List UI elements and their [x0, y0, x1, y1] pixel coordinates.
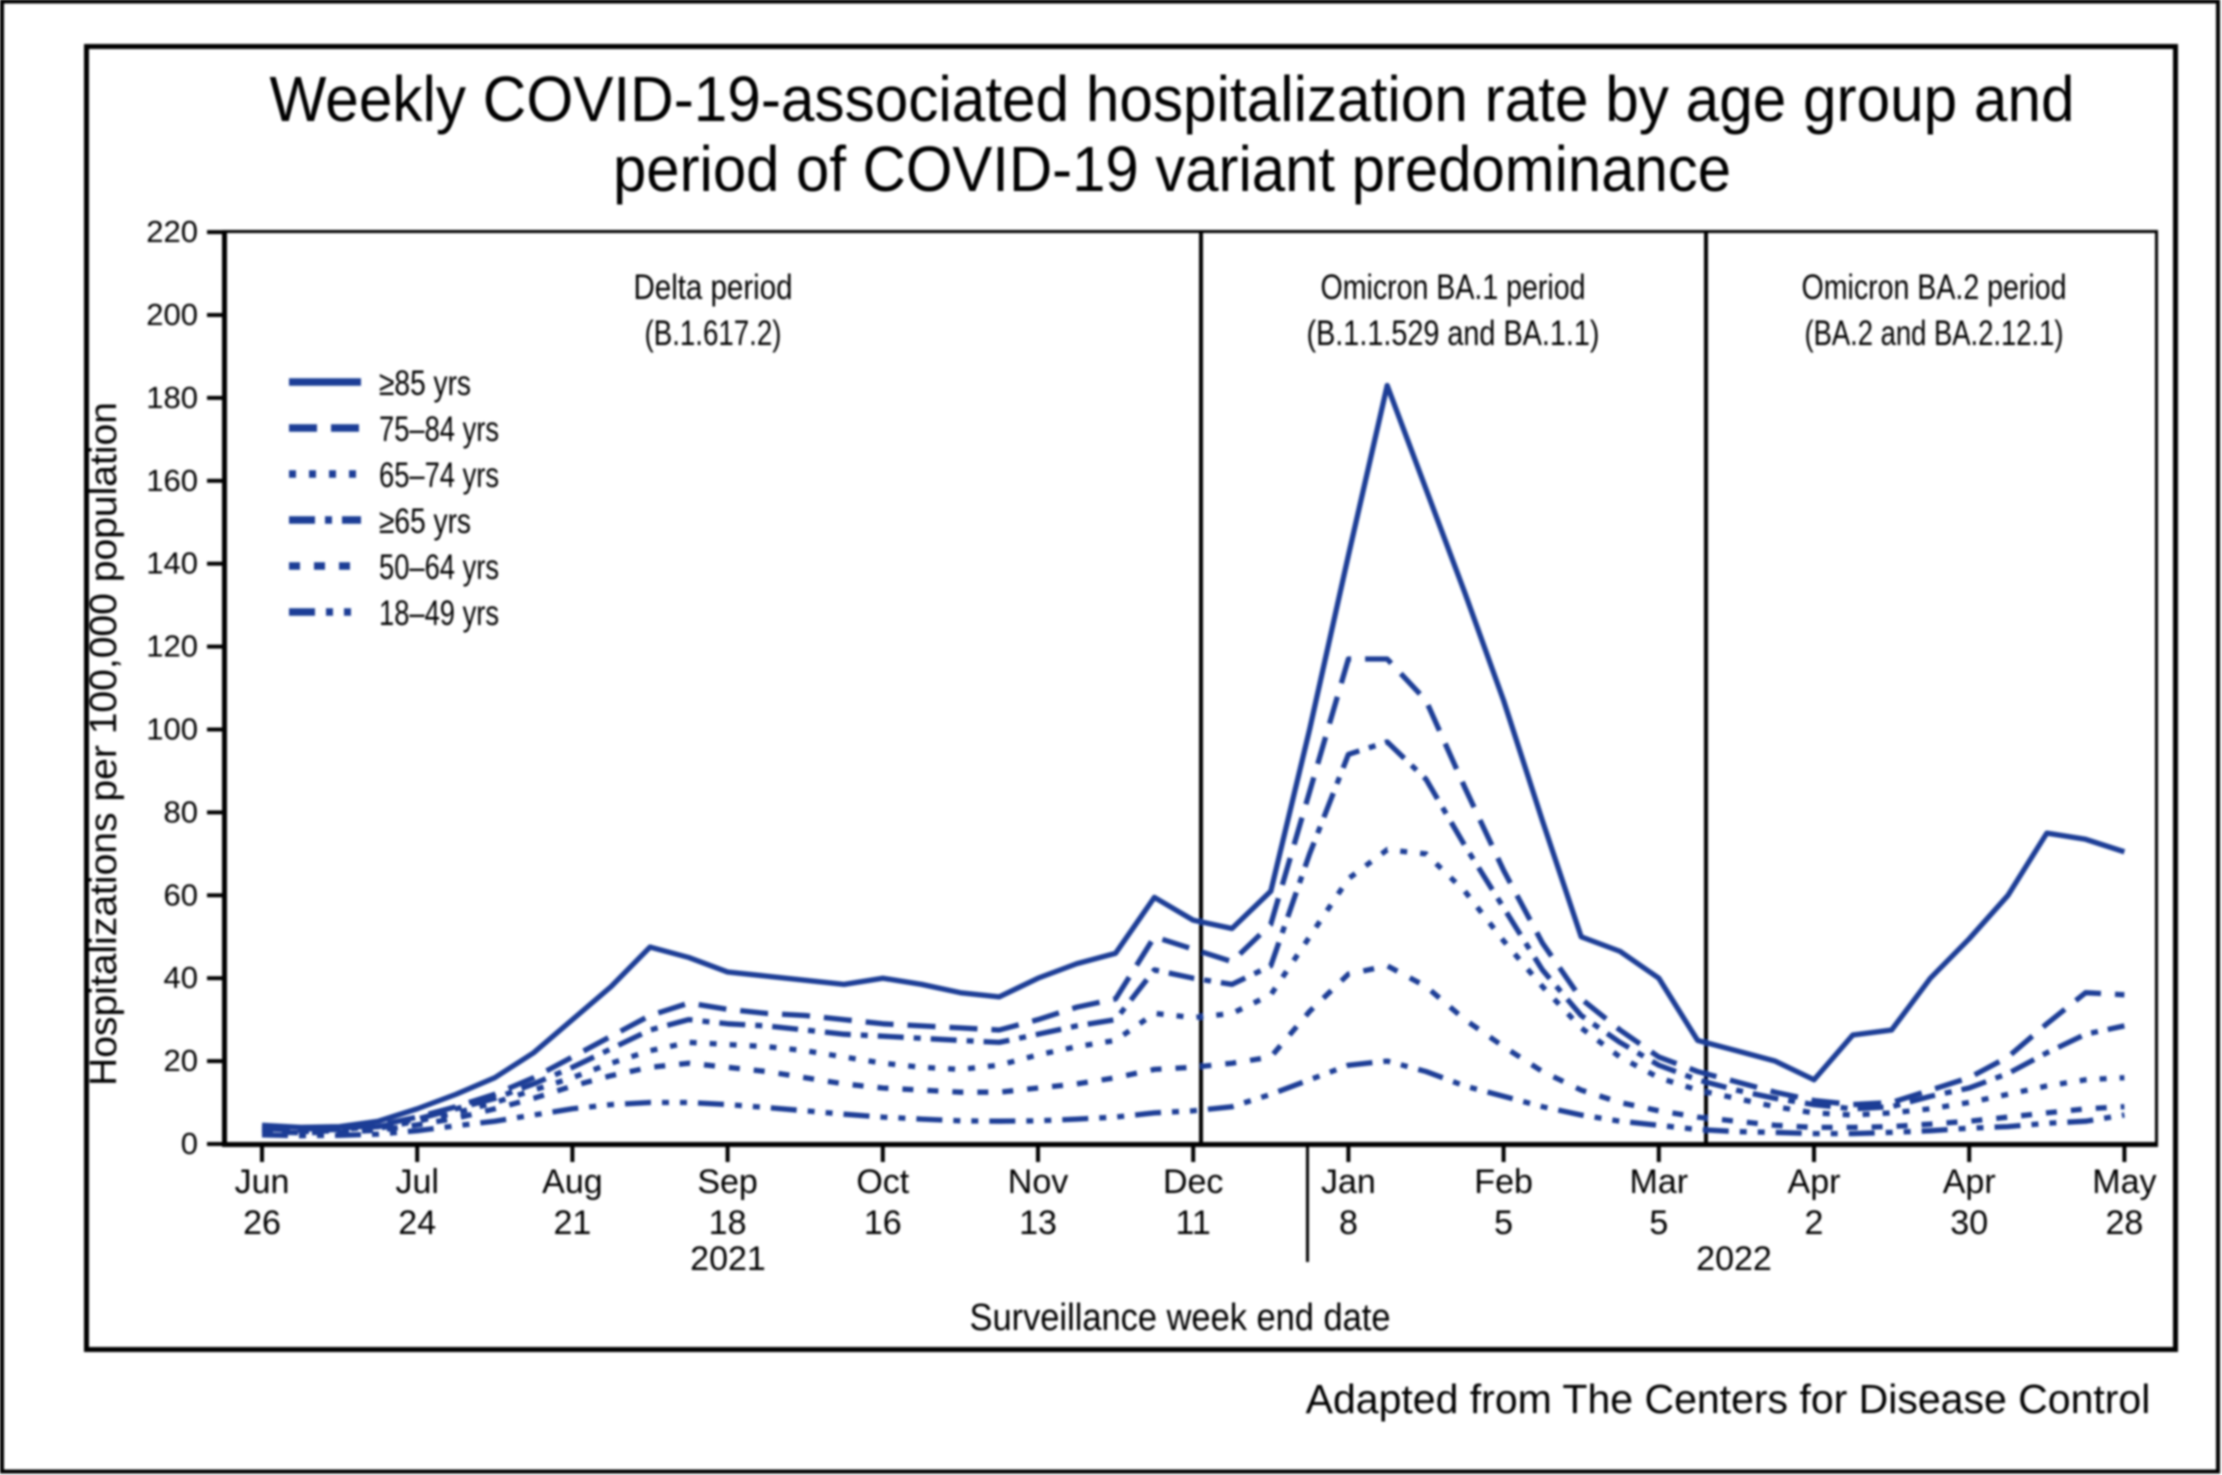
svg-text:Jun: Jun — [235, 1163, 290, 1201]
svg-text:21: 21 — [553, 1204, 591, 1242]
svg-text:18: 18 — [709, 1204, 747, 1242]
svg-text:Omicron BA.1 period: Omicron BA.1 period — [1321, 268, 1586, 307]
svg-text:(B.1.1.529 and BA.1.1): (B.1.1.529 and BA.1.1) — [1307, 314, 1600, 353]
svg-text:75–84 yrs: 75–84 yrs — [379, 410, 499, 449]
svg-text:140: 140 — [146, 546, 198, 581]
svg-text:18–49 yrs: 18–49 yrs — [379, 594, 499, 633]
svg-text:Mar: Mar — [1630, 1163, 1689, 1201]
svg-text:Feb: Feb — [1474, 1163, 1533, 1201]
svg-text:0: 0 — [181, 1126, 198, 1161]
svg-text:Oct: Oct — [856, 1163, 909, 1201]
svg-text:(B.1.617.2): (B.1.617.2) — [645, 314, 782, 353]
svg-text:Surveillance week end date: Surveillance week end date — [970, 1297, 1391, 1339]
svg-text:220: 220 — [146, 214, 198, 249]
svg-text:100: 100 — [146, 712, 198, 747]
svg-text:160: 160 — [146, 463, 198, 498]
svg-text:120: 120 — [146, 629, 198, 664]
svg-text:26: 26 — [243, 1204, 281, 1242]
svg-text:May: May — [2092, 1163, 2156, 1201]
svg-text:Dec: Dec — [1163, 1163, 1223, 1201]
svg-text:2: 2 — [1805, 1204, 1824, 1242]
svg-text:60: 60 — [164, 877, 198, 912]
svg-text:5: 5 — [1494, 1204, 1513, 1242]
svg-text:65–74 yrs: 65–74 yrs — [379, 456, 499, 495]
svg-text:Hospitalizations per 100,000 p: Hospitalizations per 100,000 population — [83, 402, 125, 1086]
svg-text:Apr: Apr — [1943, 1163, 1996, 1201]
svg-text:8: 8 — [1339, 1204, 1358, 1242]
svg-text:Adapted from The Centers for D: Adapted from The Centers for Disease Con… — [1306, 1376, 2151, 1422]
svg-text:Sep: Sep — [697, 1163, 758, 1201]
svg-text:Apr: Apr — [1788, 1163, 1841, 1201]
svg-text:2022: 2022 — [1696, 1240, 1772, 1278]
svg-text:≥85 yrs: ≥85 yrs — [379, 364, 471, 403]
svg-text:Omicron BA.2 period: Omicron BA.2 period — [1802, 268, 2067, 307]
svg-text:period of COVID-19 variant pre: period of COVID-19 variant predominance — [613, 133, 1731, 205]
svg-text:(BA.2 and BA.2.12.1): (BA.2 and BA.2.12.1) — [1805, 314, 2064, 353]
svg-text:50–64 yrs: 50–64 yrs — [379, 548, 499, 587]
svg-text:40: 40 — [164, 960, 198, 995]
svg-text:28: 28 — [2105, 1204, 2143, 1242]
svg-text:80: 80 — [164, 794, 198, 829]
svg-text:13: 13 — [1019, 1204, 1057, 1242]
svg-text:11: 11 — [1176, 1204, 1211, 1242]
svg-text:200: 200 — [146, 297, 198, 332]
svg-text:Jul: Jul — [395, 1163, 438, 1201]
svg-text:16: 16 — [864, 1204, 902, 1242]
svg-text:30: 30 — [1950, 1204, 1988, 1242]
svg-text:5: 5 — [1649, 1204, 1668, 1242]
svg-text:Jan: Jan — [1321, 1163, 1376, 1201]
svg-text:20: 20 — [164, 1043, 198, 1078]
svg-text:2021: 2021 — [690, 1240, 766, 1278]
svg-text:Delta period: Delta period — [634, 268, 793, 307]
svg-text:Weekly COVID-19-associated hos: Weekly COVID-19-associated hospitalizati… — [270, 63, 2075, 135]
svg-text:≥65 yrs: ≥65 yrs — [379, 502, 471, 541]
svg-text:24: 24 — [398, 1204, 436, 1242]
svg-text:Nov: Nov — [1008, 1163, 1068, 1201]
svg-text:180: 180 — [146, 380, 198, 415]
svg-text:Aug: Aug — [542, 1163, 603, 1201]
